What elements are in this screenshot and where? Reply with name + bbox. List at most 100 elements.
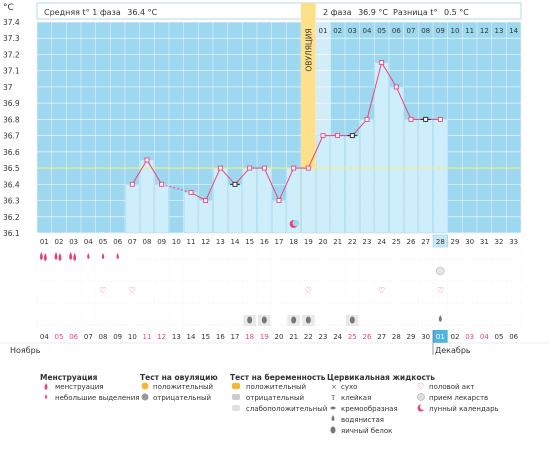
phase2-value: 36.9 °C: [358, 8, 388, 17]
legend-cervical-title: Цервикальная жидкость: [327, 373, 435, 382]
sticky-icon: Ⲧ: [331, 394, 336, 402]
temperature-line-segment: [146, 159, 163, 185]
svg-text:2 фаза 36.9 °C: 2 фаза 36.9 °C: [323, 8, 388, 17]
cycle-day-label: 11: [187, 238, 196, 246]
legend-cervical-creamy: кремообразная: [341, 405, 398, 413]
temperature-point: [291, 165, 297, 171]
creamy-icon: [330, 406, 336, 410]
cycle-day-label: 26: [407, 238, 416, 246]
month-start-label: Ноябрь: [10, 346, 41, 355]
svg-text:Средняя t° 1 фаза 36.4 °C: Средняя t° 1 фаза 36.4 °C: [44, 8, 158, 17]
calendar-date-label: 04: [480, 333, 489, 341]
svg-text:Разница t° 0.5 °C: Разница t° 0.5 °C: [393, 8, 469, 17]
legend-pregtest-title: Тест на беременность: [230, 373, 326, 382]
temperature-bar: [242, 167, 257, 234]
cycle-day-label: 20: [319, 238, 328, 246]
phase2-label: 2 фаза: [323, 8, 352, 17]
phase1-value: 36.4 °C: [127, 8, 157, 17]
calendar-date-label: 03: [465, 333, 474, 341]
phase2-day-label: 03: [348, 27, 357, 35]
temperature-bar: [271, 200, 287, 234]
phase2-day-label: 08: [421, 27, 430, 35]
temperature-line-segment: [278, 167, 295, 201]
temperature-bar: [330, 135, 345, 234]
pregtest-negative-icon: [232, 394, 240, 400]
legend-cervical-dry: сухо: [341, 383, 357, 391]
cycle-day-label: 05: [99, 238, 108, 246]
legend-pregtest-negative: отрицательный: [246, 394, 304, 402]
cycle-day-label: 13: [216, 238, 225, 246]
calendar-date-label: 14: [187, 333, 196, 341]
calendar-date-label: 16: [216, 333, 225, 341]
y-tick-label: 37.3: [3, 34, 20, 43]
calendar-date-label: 19: [260, 333, 269, 341]
unit-label: °C: [3, 3, 14, 13]
cycle-day-label: 29: [451, 238, 460, 246]
temperature-point: [217, 165, 223, 171]
light-discharge-icon: [101, 253, 105, 259]
pregtest-positive-icon: [232, 383, 240, 389]
menstruation-icon: [54, 252, 62, 261]
calendar-date-label: 30: [421, 333, 430, 341]
cycle-day-label: 18: [289, 238, 298, 246]
temperature-bar: [315, 135, 331, 234]
temperature-bar: [389, 86, 404, 234]
legend-pills: прием лекарств: [429, 394, 488, 402]
cycle-day-label: 25: [392, 238, 401, 246]
temperature-line-segment: [205, 167, 221, 201]
temperature-line-segment: [219, 167, 236, 185]
cycle-day-label: 24: [377, 238, 386, 246]
phase2-day-label: 06: [392, 27, 401, 35]
cycle-day-label: 32: [495, 238, 504, 246]
legend-menstruation-title: Менструация: [40, 373, 98, 382]
cycle-day-label: 08: [143, 238, 152, 246]
phase2-day-label: 05: [377, 27, 386, 35]
watery-icon: [331, 415, 335, 421]
cycle-day-label: 09: [157, 238, 166, 246]
legend-cervical-watery: водянистая: [341, 416, 384, 424]
cycle-day-label: 04: [84, 238, 93, 246]
calendar-date-label: 09: [113, 333, 122, 341]
temperature-point: [364, 116, 370, 122]
watery-icon: [438, 315, 442, 322]
temperature-bar: [374, 62, 389, 234]
cycle-day-label: 30: [465, 238, 474, 246]
phase2-day-label: 11: [465, 27, 474, 35]
temperature-point: [276, 198, 282, 203]
calendar-date-label: 27: [377, 333, 386, 341]
light-discharge-icon: [45, 394, 47, 399]
temperature-point: [129, 181, 135, 187]
legend-ovtest-negative: отрицательный: [153, 394, 211, 402]
legend-pregtest-positive: положительный: [246, 383, 306, 391]
cycle-day-label: 23: [363, 238, 372, 246]
temperature-point: [393, 84, 399, 90]
phase1-label: Средняя t° 1 фаза: [44, 8, 121, 17]
calendar-date-label: 13: [172, 333, 181, 341]
calendar-date-label: 06: [69, 333, 78, 341]
calendar-date-label: 06: [509, 333, 518, 341]
legend-menstruation-item: менструация: [55, 383, 104, 391]
temperature-line-segment: [161, 183, 192, 193]
calendar-date-label: 01: [436, 333, 445, 341]
calendar-date-label: 05: [55, 333, 64, 341]
cycle-day-label: 19: [304, 238, 313, 246]
egg-white-icon: [330, 426, 336, 434]
calendar-date-label: 23: [319, 333, 328, 341]
calendar-date-label: 15: [201, 333, 210, 341]
month-end-label: Декабрь: [435, 346, 471, 355]
temperature-bar: [418, 119, 433, 234]
y-tick-label: 37.4: [3, 18, 20, 27]
legend-intercourse: половой акт: [429, 383, 474, 391]
temperature-point: [437, 116, 443, 122]
cycle-day-label: 21: [333, 238, 342, 246]
calendar-date-label: 29: [407, 333, 416, 341]
cycle-day-label: 14: [231, 238, 240, 246]
dry-icon: ×: [331, 383, 337, 391]
temperature-line-segment: [395, 86, 412, 120]
phase2-day-label: 02: [333, 27, 342, 35]
y-tick-label: 36.7: [3, 132, 20, 141]
calendar-date-label: 20: [275, 333, 284, 341]
phase2-day-label: 09: [436, 27, 445, 35]
phase2-day-label: 14: [509, 27, 518, 35]
cervical-icon: [247, 316, 253, 324]
